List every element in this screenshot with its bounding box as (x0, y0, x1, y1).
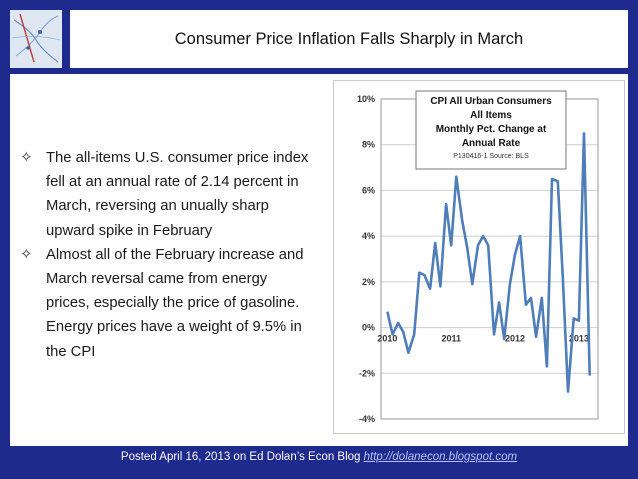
x-tick-label: 2012 (505, 334, 525, 344)
title-bar: Consumer Price Inflation Falls Sharply i… (70, 10, 628, 68)
y-tick-label: 2% (362, 277, 375, 287)
y-tick-label: 0% (362, 323, 375, 333)
legend-line: Monthly Pct. Change at (436, 124, 547, 135)
legend-line: CPI All Urban Consumers (430, 96, 552, 107)
legend-box (415, 90, 567, 170)
bullet-list: ✧ The all-items U.S. consumer price inde… (20, 146, 310, 364)
x-tick-label: 2011 (441, 334, 461, 344)
bullet-text: The all-items U.S. consumer price index … (46, 150, 309, 239)
bullet-marker-icon: ✧ (20, 149, 33, 166)
footer: Posted April 16, 2013 on Ed Dolan’s Econ… (0, 451, 638, 463)
y-tick-label: -2% (359, 368, 375, 378)
blog-link[interactable]: http://dolanecon.blogspot.com (363, 451, 518, 463)
cpi-chart: -4% -2% 0% 2% 4% 6% 8% 10% 2010 2011 2012 2013 CPI A… (333, 80, 625, 434)
chart-svg: -4% -2% 0% 2% 4% 6% 8% 10% 2010 2011 2012 2013 CPI A… (357, 90, 599, 424)
logo-image (10, 10, 62, 68)
bullet-item: ✧ Almost all of the February increase an… (20, 243, 310, 364)
bullet-text: Almost all of the February increase and … (46, 246, 304, 360)
bullet-marker-icon: ✧ (20, 245, 33, 263)
y-tick-label: 6% (362, 185, 375, 195)
bullet-item: ✧ The all-items U.S. consumer price inde… (20, 146, 310, 243)
footer-text: Posted April 16, 2013 on Ed Dolan’s Econ… (120, 451, 364, 463)
series-line (386, 132, 591, 393)
x-tick-label: 2013 (569, 334, 589, 344)
legend-line: All Items (470, 110, 512, 121)
y-tick-label: 8% (362, 140, 375, 150)
legend-line: Annual Rate (462, 138, 521, 149)
y-tick-label: 4% (362, 231, 375, 241)
y-tick-label: -4% (359, 414, 375, 424)
x-tick-label: 2010 (377, 334, 397, 344)
legend-source: P130416-1 Source: BLS (453, 153, 529, 160)
slide-title: Consumer Price Inflation Falls Sharply i… (174, 29, 524, 48)
y-tick-label: 10% (357, 94, 375, 104)
